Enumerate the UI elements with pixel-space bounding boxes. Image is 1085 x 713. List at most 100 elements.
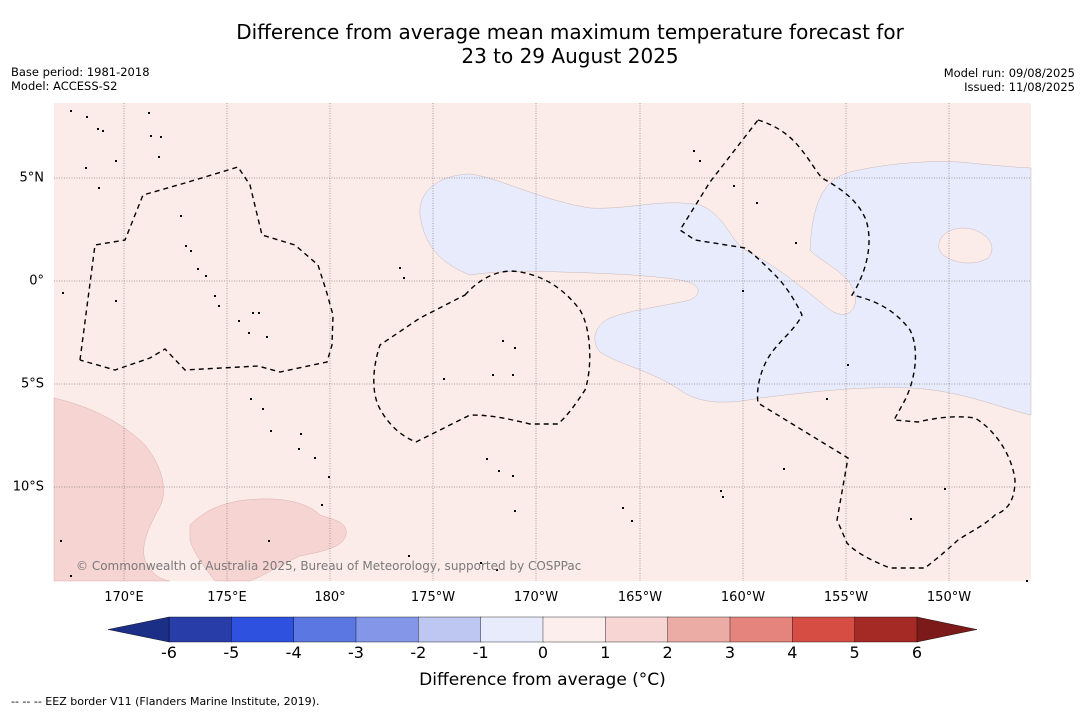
colorbar-bin: [480, 616, 544, 643]
island-mark: [158, 156, 160, 158]
island-mark: [403, 277, 405, 279]
island-mark: [300, 433, 302, 435]
island-mark: [205, 275, 207, 277]
island-mark: [214, 295, 216, 297]
colorbar-tick-label: -2: [410, 643, 427, 662]
island-mark: [1026, 580, 1028, 582]
latitude-tick-label: 0°: [29, 273, 44, 289]
anomaly-region-minus1-to-0-island: [938, 227, 993, 264]
colorbar-bin: [605, 616, 669, 643]
colorbar-tick-label: 0: [537, 643, 549, 662]
title-line-2: 23 to 29 August 2025: [461, 44, 679, 68]
island-mark: [910, 518, 912, 520]
colorbar-tick-label: 6: [911, 643, 923, 662]
island-mark: [180, 215, 182, 217]
island-mark: [60, 540, 62, 542]
issued-date: Issued: 11/08/2025: [964, 80, 1075, 94]
island-mark: [86, 116, 88, 118]
colorbar-bin: [542, 616, 607, 643]
colorbar-tick-label: 1: [600, 643, 611, 662]
island-mark: [512, 475, 514, 477]
island-mark: [148, 112, 150, 114]
colorbar-bin: [792, 616, 856, 643]
island-mark: [258, 312, 260, 314]
longitude-tick-label: 165°W: [617, 590, 663, 605]
island-mark: [756, 202, 758, 204]
eez-border-line-islands: [679, 119, 1016, 569]
island-mark: [486, 458, 488, 460]
island-mark: [70, 110, 72, 112]
island-mark: [399, 267, 401, 269]
colorbar-bin: [293, 616, 357, 643]
island-mark: [693, 150, 695, 152]
colorbar-tick-label: 3: [724, 643, 736, 662]
latitude-tick-label: 5°S: [20, 376, 44, 392]
longitude-tick-label: 170°W: [513, 590, 559, 605]
island-mark: [266, 336, 268, 338]
island-mark: [115, 300, 117, 302]
map-gridlines: [54, 103, 1031, 581]
island-mark: [742, 290, 744, 292]
eez-legend-note: -- -- -- EEZ border V11 (Flanders Marine…: [11, 695, 320, 708]
island-mark: [480, 562, 482, 564]
latitude-tick-label: 10°S: [12, 479, 44, 495]
anomaly-region-1-to-2-south: [189, 498, 347, 582]
island-mark: [944, 488, 946, 490]
longitude-tick-label: 160°W: [720, 590, 766, 605]
meta-right: Model run: 09/08/2025 Issued: 11/08/2025: [944, 66, 1075, 94]
map-title: Difference from average mean maximum tem…: [0, 20, 1085, 68]
island-mark: [218, 305, 220, 307]
colorbar-tick-label: -1: [472, 643, 489, 662]
island-mark: [314, 457, 316, 459]
island-mark: [197, 268, 199, 270]
colorbar-under-extension: [107, 616, 170, 643]
eez-border-tuvalu-kiribati-west: [79, 166, 334, 373]
island-mark: [722, 496, 724, 498]
island-mark: [268, 540, 270, 542]
longitude-tick-label: 155°W: [823, 590, 869, 605]
island-mark: [102, 130, 104, 132]
island-mark: [512, 374, 514, 376]
longitude-tick-label: 180°: [314, 590, 346, 605]
longitude-tick-label: 150°W: [926, 590, 972, 605]
island-mark: [847, 364, 849, 366]
island-mark: [720, 490, 722, 492]
latitude-tick-label: 5°N: [19, 170, 45, 186]
island-mark: [298, 448, 300, 450]
island-mark: [262, 408, 264, 410]
island-mark: [70, 575, 72, 577]
island-mark: [160, 136, 162, 138]
island-mark: [98, 187, 100, 189]
colorbar-over-extension: [916, 616, 978, 643]
colorbar-tick-label: -3: [348, 643, 364, 662]
colorbar-tick-label: -6: [161, 643, 177, 662]
island-mark: [408, 555, 410, 557]
island-coastlines: [60, 110, 1028, 582]
colorbar-tick-label: 4: [787, 643, 798, 662]
title-line-1: Difference from average mean maximum tem…: [236, 20, 904, 44]
model-run: Model run: 09/08/2025: [943, 66, 1075, 80]
island-mark: [248, 332, 250, 334]
island-mark: [190, 250, 192, 252]
island-mark: [328, 476, 330, 478]
colorbar-bin: [667, 616, 731, 643]
island-mark: [514, 510, 516, 512]
island-mark: [492, 374, 494, 376]
anomaly-region-minus1-to-0: [419, 161, 1032, 416]
copyright-notice: © Commonwealth of Australia 2025, Bureau…: [76, 559, 582, 573]
longitude-tick-label: 175°E: [207, 590, 247, 605]
meta-left: Base period: 1981-2018 Model: ACCESS-S2: [11, 65, 150, 93]
colorbar-bin: [168, 616, 233, 643]
island-mark: [321, 504, 323, 506]
island-mark: [185, 245, 187, 247]
colorbar-tick-label: -5: [223, 643, 240, 662]
colorbar-bin: [418, 616, 482, 643]
island-mark: [826, 398, 828, 400]
eez-borders: [79, 119, 1016, 569]
island-mark: [97, 128, 99, 130]
colorbar: [107, 616, 978, 643]
anomaly-region-1-to-2-west: [53, 397, 171, 582]
colorbar-tick-label: -4: [285, 643, 302, 662]
island-mark: [795, 242, 797, 244]
